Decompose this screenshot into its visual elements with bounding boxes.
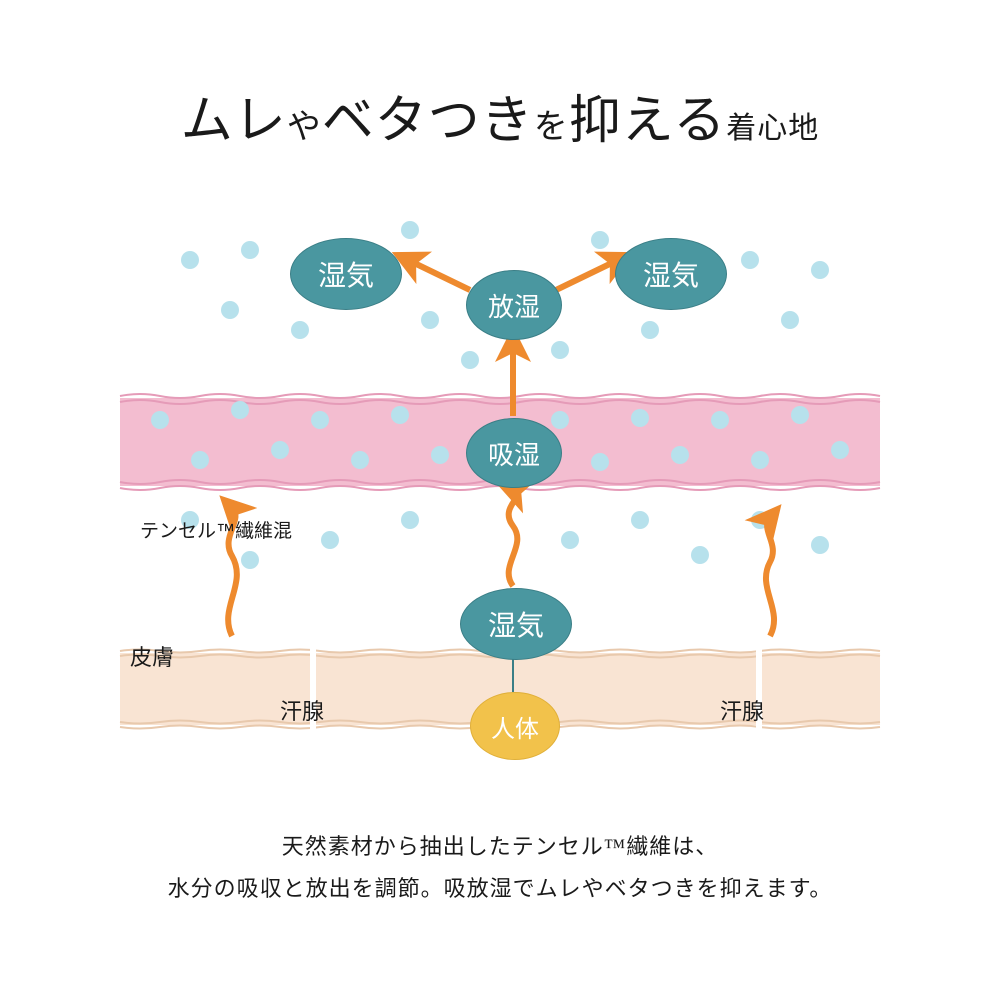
label-tencel: テンセル™繊維混 (140, 516, 292, 543)
label-skin: 皮膚 (130, 640, 174, 672)
bubble-humidity-top-right: 湿気 (615, 238, 727, 310)
arrow-right-wavy (766, 518, 774, 636)
bubble-humidity-top-left: 湿気 (290, 238, 402, 310)
arrow-release-left (408, 260, 470, 290)
bubble-human-body: 人体 (470, 692, 560, 760)
label-sweat-gland-left: 汗腺 (280, 694, 324, 726)
caption: 天然素材から抽出したテンセル™繊維は、 水分の吸収と放出を調節。吸放湿でムレやベ… (0, 826, 1000, 910)
label-sweat-gland-right: 汗腺 (720, 694, 764, 726)
caption-line-2: 水分の吸収と放出を調節。吸放湿でムレやベタつきを抑えます。 (0, 868, 1000, 910)
bubble-absorb: 吸湿 (466, 418, 562, 488)
diagram-stage: ムレやベタつきを抑える着心地 湿気 湿気 放 (0, 0, 1000, 1000)
bubble-humidity-mid: 湿気 (460, 588, 572, 660)
caption-line-1: 天然素材から抽出したテンセル™繊維は、 (0, 826, 1000, 868)
arrow-release-right (556, 260, 618, 290)
arrow-humidity-wavy (509, 490, 518, 586)
bubble-release: 放湿 (466, 270, 562, 340)
